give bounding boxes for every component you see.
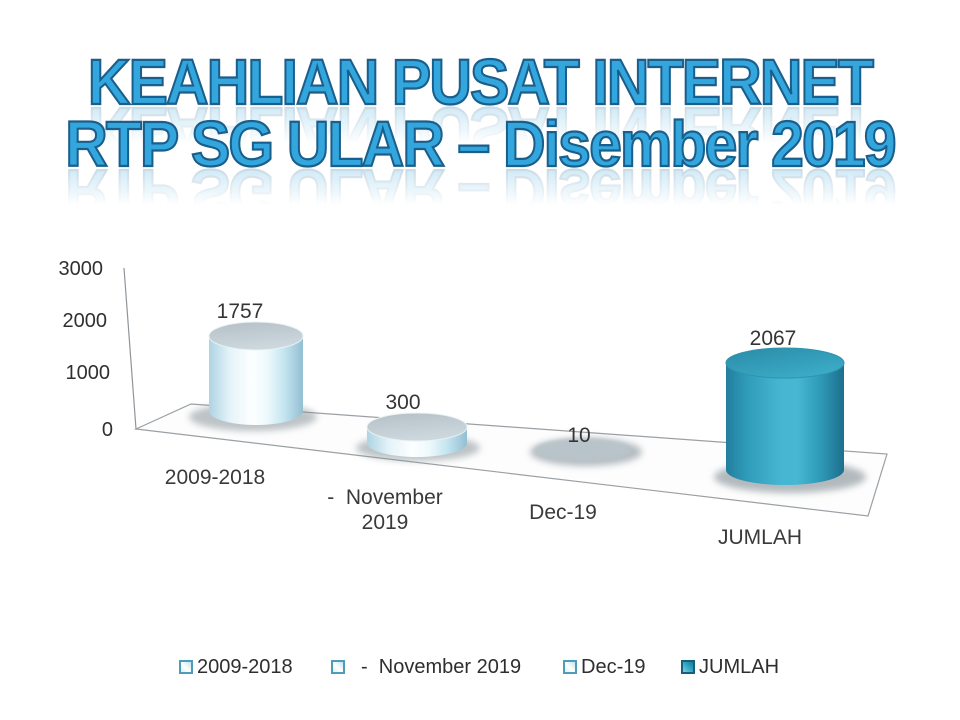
y-tick-2000: 2000 [62, 310, 108, 332]
legend-item-2009-2018[interactable]: 2009-2018 [179, 654, 293, 680]
value-label-2009-2018: 1757 [216, 300, 264, 323]
legend-swatch-jumlah-icon [681, 660, 695, 674]
legend-item-dec-19[interactable]: Dec-19 [563, 654, 645, 680]
legend-item-jumlah[interactable]: JUMLAH [681, 654, 779, 680]
title-line-1[interactable]: KEAHLIAN PUSAT INTERNET [87, 46, 875, 118]
legend-label-november-2019: - November 2019 [361, 655, 522, 678]
cylinder-november-2019[interactable] [366, 412, 468, 457]
category-label-dec-19: Dec-19 [529, 501, 597, 524]
y-tick-0: 0 [101, 419, 113, 441]
cylinder-dec-19[interactable] [535, 438, 631, 462]
y-tick-3000: 3000 [58, 258, 104, 280]
legend-swatch-dec-19-icon [563, 660, 577, 674]
chart-floor [133, 403, 888, 517]
category-label-jumlah: JUMLAH [717, 526, 803, 549]
title-line-2[interactable]: RTP SG ULAR – Disember 2019 [64, 108, 897, 180]
value-label-november-2019: 300 [385, 391, 421, 414]
legend-label-2009-2018: 2009-2018 [197, 655, 293, 678]
legend-item-november-2019[interactable]: - November 2019 [331, 654, 521, 680]
y-axis-line [123, 267, 137, 430]
legend-swatch-november-2019-icon [331, 660, 345, 674]
legend-label-dec-19: Dec-19 [581, 655, 646, 678]
legend-label-jumlah: JUMLAH [699, 655, 780, 678]
legend-swatch-2009-2018-icon [179, 660, 193, 674]
category-label-november-line1: - November [327, 486, 443, 509]
y-tick-1000: 1000 [65, 362, 111, 384]
cylinder-jumlah[interactable] [725, 347, 845, 485]
value-label-jumlah: 2067 [749, 327, 797, 350]
cylinder-2009-2018[interactable] [208, 321, 304, 425]
category-label-2009-2018: 2009-2018 [164, 466, 266, 489]
value-label-dec-19: 10 [567, 424, 591, 447]
category-label-november-line2: 2019 [361, 511, 409, 534]
